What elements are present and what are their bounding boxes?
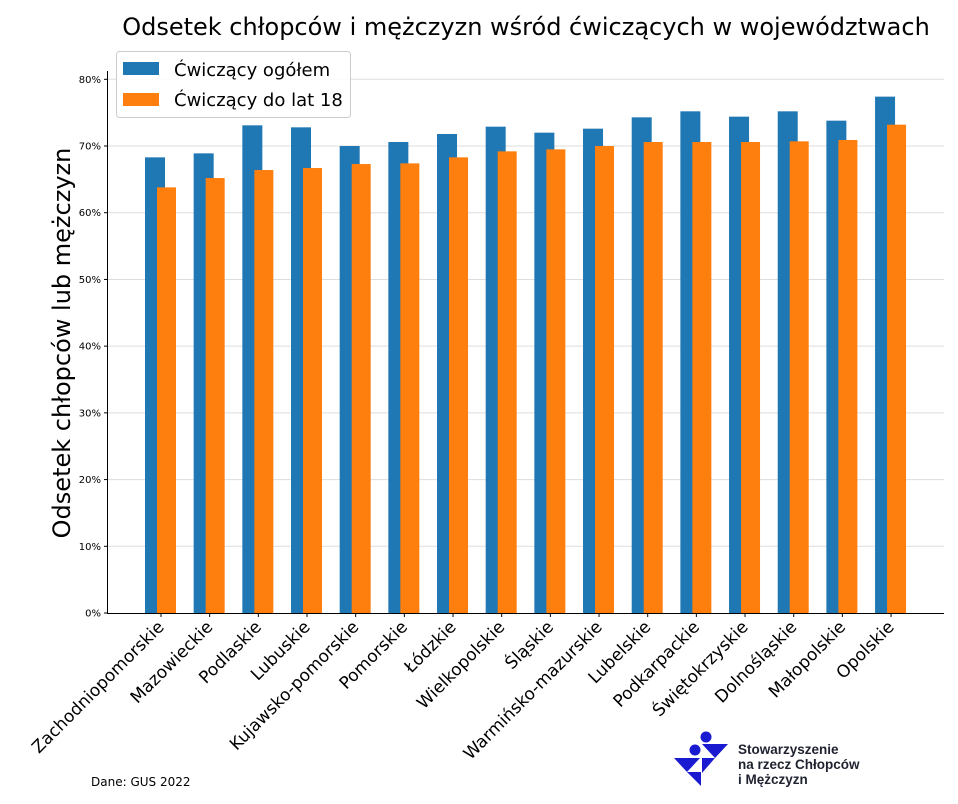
bar-under18 <box>887 124 907 614</box>
bar-under18 <box>497 151 517 614</box>
logo-figure-icon <box>674 731 728 786</box>
bar-under18 <box>692 142 712 613</box>
legend: Ćwiczący ogółem Ćwiczący do lat 18 <box>116 51 351 118</box>
bar-under18 <box>205 178 225 614</box>
bar-under18 <box>303 168 323 613</box>
y-tick-label: 30% <box>79 408 101 419</box>
y-axis-label: Odsetek chłopców lub mężczyzn <box>48 148 76 539</box>
bar-under18 <box>546 149 566 613</box>
bar-under18 <box>789 141 809 613</box>
bar-under18 <box>157 187 176 613</box>
bar-under18 <box>254 170 274 614</box>
bar-under18 <box>741 142 761 613</box>
logo-text-line: i Mężczyzn <box>738 772 808 787</box>
bar-under18 <box>449 157 469 613</box>
legend-label-total: Ćwiczący ogółem <box>174 59 330 81</box>
y-tick-label: 40% <box>79 342 101 353</box>
logo-text-line: Stowarzyszenie <box>738 742 839 757</box>
x-tick-label: Podkarpackie <box>610 617 704 711</box>
legend-swatch-under18 <box>123 93 159 106</box>
bar-under18 <box>400 163 420 614</box>
y-tick-label: 20% <box>79 475 101 486</box>
legend-label-under18: Ćwiczący do lat 18 <box>174 89 343 111</box>
logo-text-line: na rzecz Chłopców <box>738 757 860 772</box>
organization-logo: Stowarzyszenie na rzecz Chłopców i Mężcz… <box>672 730 902 790</box>
y-tick-label: 50% <box>79 275 101 286</box>
legend-swatch-total <box>123 62 159 75</box>
bar-under18 <box>351 164 371 613</box>
data-source-note: Dane: GUS 2022 <box>91 775 191 789</box>
y-tick-label: 0% <box>85 609 101 620</box>
bar-under18 <box>838 140 858 614</box>
bar-under18 <box>643 142 663 613</box>
y-tick-label: 10% <box>79 542 101 553</box>
bar-under18 <box>595 146 615 613</box>
y-tick-label: 60% <box>79 208 101 219</box>
y-tick-label: 70% <box>79 142 101 153</box>
chart-title: Odsetek chłopców i mężczyzn wśród ćwiczą… <box>122 13 930 41</box>
x-tick-label: Wielkopolskie <box>413 617 509 713</box>
y-tick-label: 80% <box>79 75 101 86</box>
